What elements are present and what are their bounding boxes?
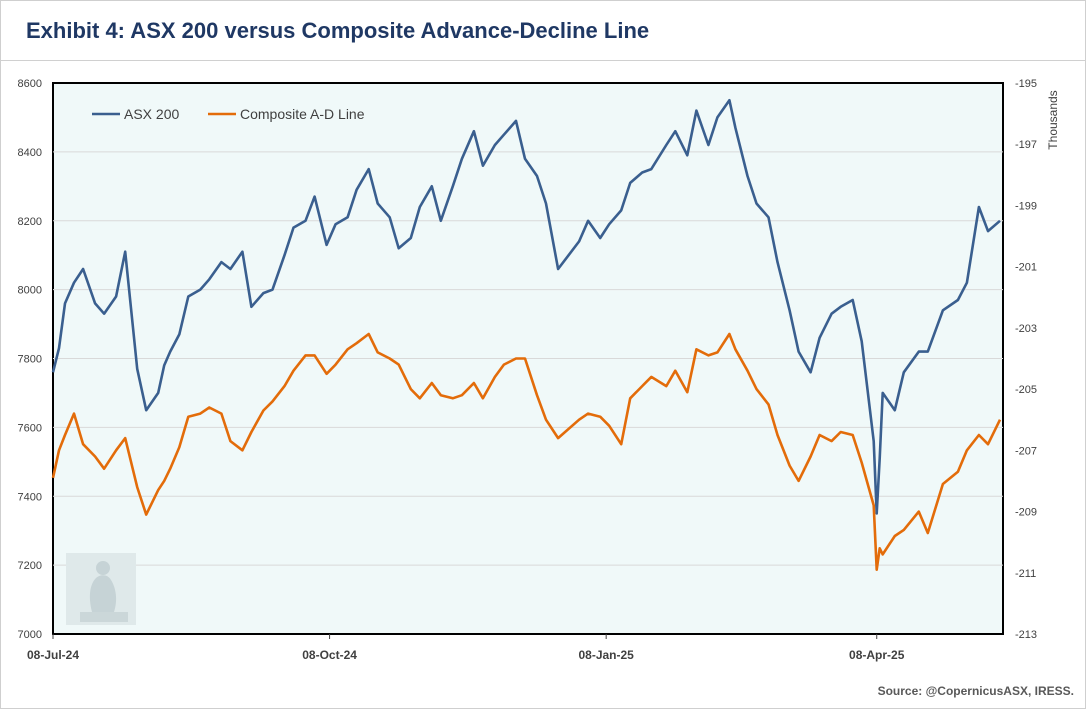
left-tick-label: 7600	[18, 422, 42, 434]
right-tick-label: -211	[1015, 568, 1036, 580]
left-tick-label: 8600	[18, 78, 42, 90]
right-axis-unit-label: Thousands	[1046, 90, 1060, 149]
right-y-axis: -213 -211 -209 -207 -205 -203 -201 -199 -197 -195	[1015, 78, 1037, 641]
left-tick-label: 8200	[18, 216, 42, 228]
watermark-statue-image	[66, 553, 136, 625]
x-tick-label: 08-Apr-25	[849, 648, 905, 662]
asx200-line	[51, 98, 1001, 515]
watermark-head	[96, 561, 110, 575]
left-tick-label: 7000	[18, 629, 42, 641]
legend-label: ASX 200	[124, 106, 179, 122]
right-tick-label: -195	[1015, 78, 1037, 90]
left-tick-label: 7800	[18, 354, 42, 366]
title-divider	[0, 60, 1086, 61]
right-tick-label: -201	[1015, 262, 1037, 274]
x-tick-label: 08-Jan-25	[578, 648, 634, 662]
source-note: Source: @CopernicusASX, IRESS.	[877, 684, 1074, 698]
page-title: Exhibit 4: ASX 200 versus Composite Adva…	[26, 18, 650, 43]
right-tick-label: -209	[1015, 507, 1037, 519]
legend: ASX 200 Composite A-D Line	[92, 106, 365, 122]
watermark-figure	[89, 575, 117, 612]
legend-label: Composite A-D Line	[240, 106, 365, 122]
series-lines	[51, 98, 1002, 572]
right-tick-label: -213	[1015, 629, 1037, 641]
right-tick-label: -197	[1015, 139, 1037, 151]
right-tick-label: -203	[1015, 323, 1037, 335]
left-tick-label: 7400	[18, 491, 42, 503]
x-tick-label: 08-Oct-24	[302, 648, 357, 662]
right-tick-label: -199	[1015, 200, 1037, 212]
grid-lines	[53, 151, 1003, 566]
left-tick-label: 7200	[18, 560, 42, 572]
left-tick-label: 8400	[18, 147, 42, 159]
right-tick-label: -205	[1015, 384, 1037, 396]
x-axis: 08-Jul-24 08-Oct-24 08-Jan-25 08-Apr-25	[27, 634, 905, 662]
left-tick-label: 8000	[18, 285, 42, 297]
left-y-axis: 7000 7200 7400 7600 7800 8000 8200 8400 8600	[18, 78, 42, 641]
right-tick-label: -207	[1015, 445, 1037, 457]
x-tick-label: 08-Jul-24	[27, 648, 79, 662]
ad-line	[51, 332, 1002, 572]
watermark-base	[80, 612, 128, 622]
